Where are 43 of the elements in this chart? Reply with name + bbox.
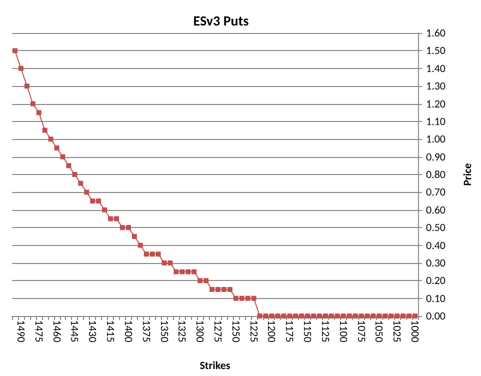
y-tick-label: 0.30 [426, 256, 446, 270]
x-tick-label: 1490 [14, 320, 28, 343]
x-tick-label: 1400 [122, 320, 135, 343]
y-tick-label: 0.80 [426, 168, 446, 181]
y-axis-title: Price [461, 162, 474, 186]
x-axis-title: Strikes [200, 359, 231, 372]
x-tick-label: 1225 [247, 320, 260, 342]
x-tick-label: 1460 [50, 320, 64, 343]
x-tick-label: 1415 [104, 320, 118, 342]
y-tick-label: 0.70 [426, 186, 446, 199]
y-tick-label: 0.50 [426, 221, 446, 234]
x-tick-label: 1325 [176, 320, 189, 342]
x-tick-label: 1300 [194, 320, 207, 343]
y-tick-label: 1.10 [426, 114, 446, 128]
y-tick-label: 1.50 [426, 44, 446, 58]
y-tick-label: 1.40 [426, 62, 446, 75]
y-tick-label: 1.30 [426, 80, 446, 93]
x-tick-label: 1050 [372, 320, 386, 343]
y-tick-label: 1.20 [426, 97, 446, 110]
y-tick-label: 0.20 [426, 274, 446, 288]
x-tick-label: 1125 [318, 320, 332, 342]
y-tick-label: 0.10 [426, 292, 446, 305]
y-tick-label: 1.00 [426, 132, 446, 146]
x-tick-label: 1250 [229, 320, 242, 343]
x-tick-label: 1100 [336, 320, 350, 343]
y-tick-label: 0.40 [426, 238, 446, 252]
y-tick-label: 0.00 [426, 310, 446, 322]
x-tick-label: 1075 [354, 320, 368, 342]
x-tick-label: 1150 [301, 320, 314, 343]
x-tick-label: 1430 [86, 320, 100, 343]
chart-title: ESv3 Puts [193, 12, 250, 30]
x-tick-label: 1475 [32, 320, 46, 342]
x-tick-label: 1000 [408, 320, 422, 343]
x-tick-label: 1200 [265, 320, 278, 343]
y-tick-label: 0.90 [426, 150, 446, 164]
x-tick-label: 1350 [158, 320, 171, 343]
x-tick-label: 1025 [390, 320, 404, 342]
x-tick-label: 1445 [68, 320, 82, 342]
x-tick-label: 1375 [140, 320, 153, 342]
y-tick-label: 1.60 [426, 26, 446, 40]
y-tick-label: 0.60 [426, 203, 446, 216]
x-tick-label: 1275 [211, 320, 224, 342]
x-tick-label: 1175 [283, 320, 296, 342]
